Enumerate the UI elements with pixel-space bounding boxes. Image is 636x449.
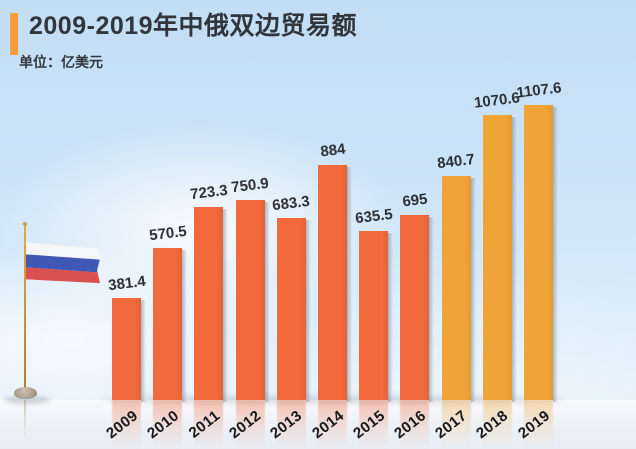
value-label-2012: 750.9 (230, 174, 270, 197)
title-block: 2009-2019年中俄双边贸易额 单位：亿美元 (10, 10, 357, 72)
bar-2018 (482, 115, 517, 402)
title-accent-bar (10, 13, 18, 55)
bar-reflection-2012 (235, 400, 265, 449)
bar-reflection-2019 (524, 400, 553, 449)
value-label-2009: 381.4 (106, 272, 147, 295)
bar-slot-2016: 695 (400, 0, 435, 402)
bar-slot-2017: 840.7 (436, 0, 476, 402)
bar-reflection-2018 (482, 400, 512, 449)
bar-slot-2014: 884 (318, 0, 352, 402)
value-label-2018: 1070.6 (473, 89, 522, 112)
bar-slot-2009: 381.4 (107, 0, 146, 402)
bar-reflection-2013 (276, 400, 306, 449)
bar-slot-2013: 683.3 (272, 0, 311, 402)
value-label-2016: 695 (401, 190, 429, 211)
bar-reflection-2017 (441, 400, 471, 449)
bar-2014 (318, 165, 352, 402)
flag-pole-base (14, 387, 37, 399)
value-label-2014: 884 (319, 140, 346, 161)
bar-2016 (400, 215, 435, 402)
value-label-2013: 683.3 (271, 192, 311, 215)
bar-2009 (112, 298, 146, 402)
flag-pole (24, 224, 26, 396)
bar-2010 (153, 248, 188, 402)
bar-2013 (276, 218, 311, 402)
value-label-2015: 635.5 (354, 205, 394, 228)
flag-pole-reflection (24, 400, 26, 438)
bar-slot-2010: 570.5 (148, 0, 188, 402)
bar-slot-2018: 1070.6 (473, 0, 521, 402)
bar-slot-2019: 1107.6 (515, 0, 562, 402)
bar-2019 (524, 105, 558, 402)
bar-reflection-2011 (194, 400, 224, 449)
bar-reflection-2009 (112, 400, 141, 449)
chart-title: 2009-2019年中俄双边贸易额 (29, 12, 358, 40)
bar-2017 (441, 176, 476, 402)
bar-slot-2015: 635.5 (354, 0, 394, 402)
bar-reflection-2016 (400, 400, 430, 449)
bar-slot-2012: 750.9 (230, 0, 270, 402)
value-label-2017: 840.7 (436, 150, 476, 173)
value-label-2011: 723.3 (189, 181, 229, 204)
bar-reflection-2015 (359, 400, 389, 449)
bar-reflection-2010 (153, 400, 183, 449)
bar-2015 (359, 231, 394, 402)
bar-2011 (194, 207, 229, 402)
floor-surface (0, 400, 636, 449)
value-label-2019: 1107.6 (515, 79, 562, 102)
bar-2012 (235, 200, 270, 402)
flag-pole-finial (23, 222, 27, 226)
unit-label: 单位：亿美元 (19, 54, 103, 70)
flag-base-shadow (4, 396, 50, 404)
value-label-2010: 570.5 (148, 222, 188, 245)
bar-slot-2011: 723.3 (189, 0, 229, 402)
bar-reflection-2014 (318, 400, 347, 449)
